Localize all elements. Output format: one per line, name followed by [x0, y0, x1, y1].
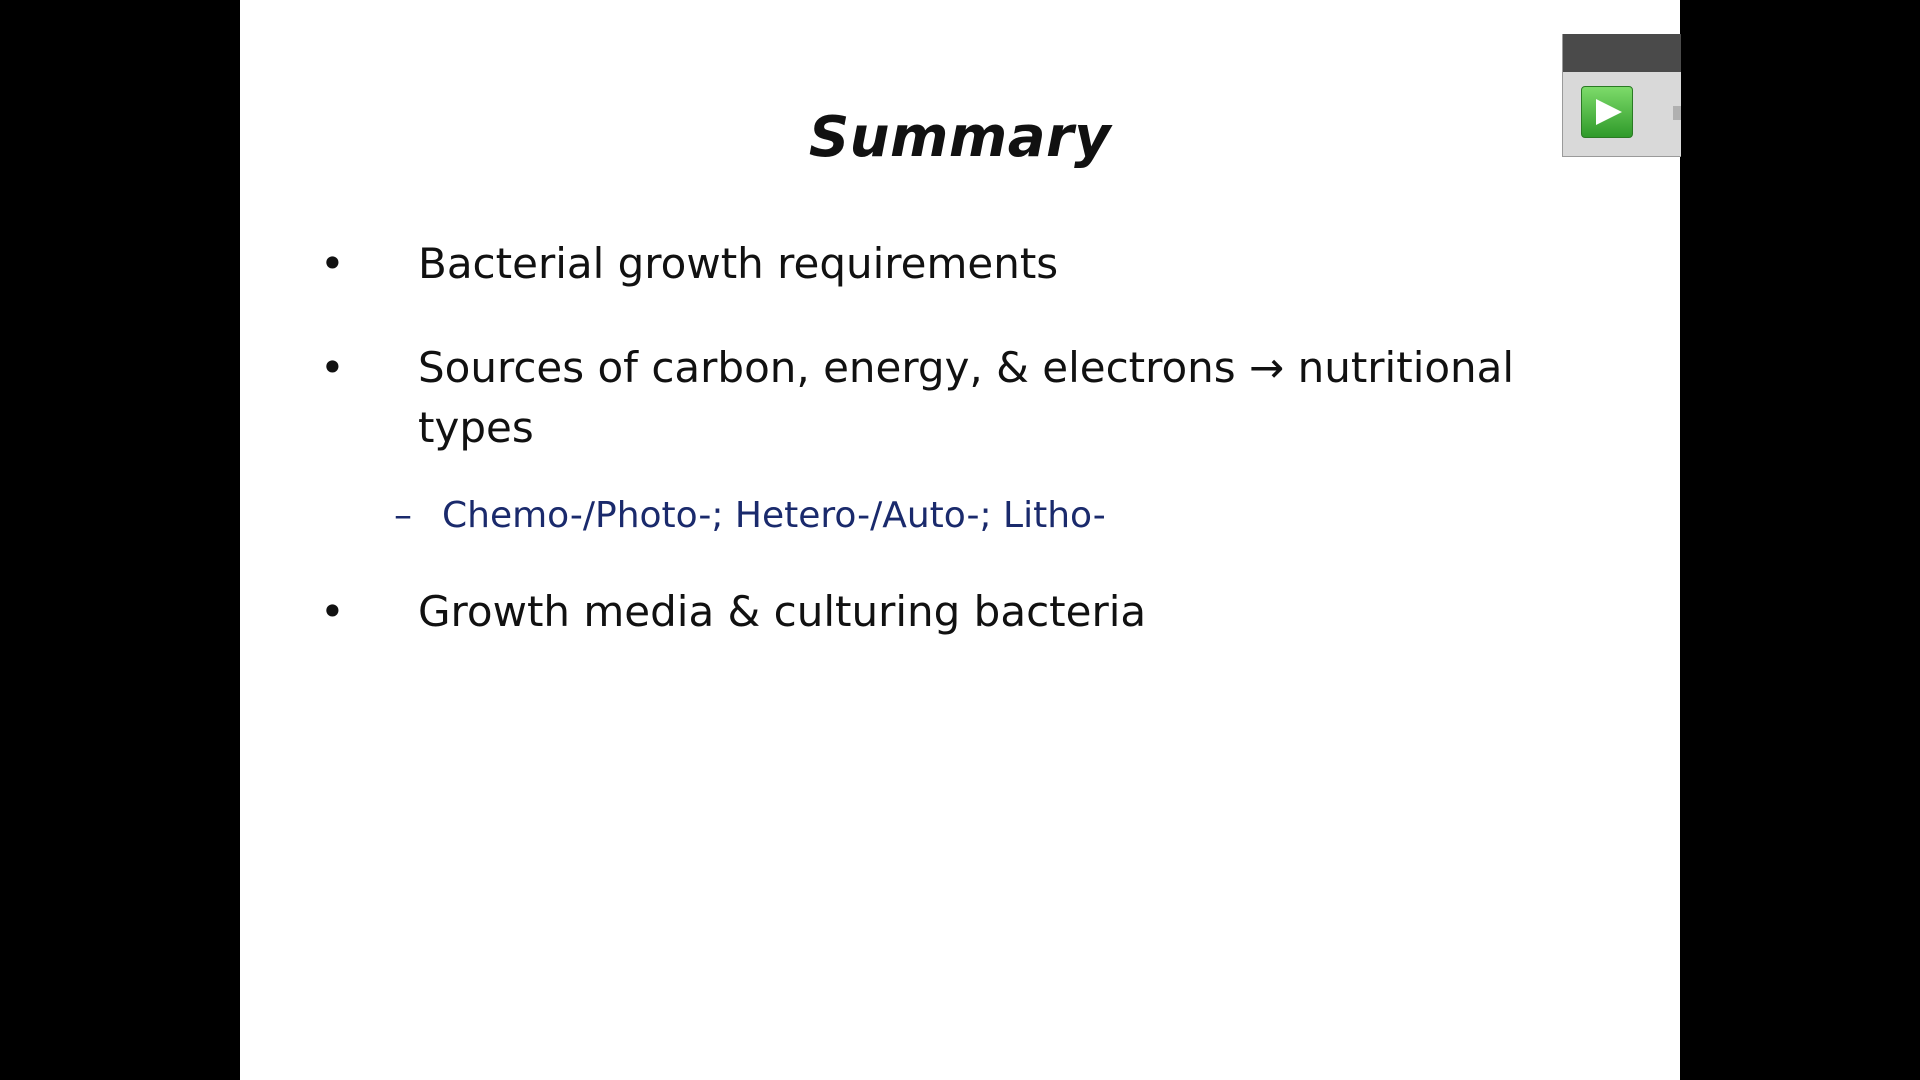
bullet-text: Growth media & culturing bacteria: [418, 587, 1147, 636]
media-player-widget: [1562, 34, 1681, 157]
bullet-dot: •: [320, 239, 345, 288]
player-control-edge[interactable]: [1673, 106, 1681, 120]
bullet-dot: •: [320, 587, 345, 636]
sub-bullet-text: Chemo-/Photo-; Hetero-/Auto-; Litho-: [442, 495, 1106, 536]
slide-title: Summary: [808, 105, 1112, 170]
play-icon: [1596, 99, 1622, 125]
player-title-bar: [1563, 34, 1681, 72]
bullet-dot: •: [320, 343, 345, 392]
bullet-text-line2: types: [418, 403, 534, 452]
bullet-text-line1: Sources of carbon, energy, & electrons →…: [418, 343, 1515, 392]
sub-bullet-dash: –: [394, 495, 412, 536]
slide: Summary • Bacterial growth requirements …: [240, 0, 1680, 1080]
bullet-text: Bacterial growth requirements: [418, 239, 1059, 288]
bullet-text: Sources of carbon, energy, & electrons →…: [418, 338, 1648, 458]
play-button[interactable]: [1581, 86, 1633, 138]
